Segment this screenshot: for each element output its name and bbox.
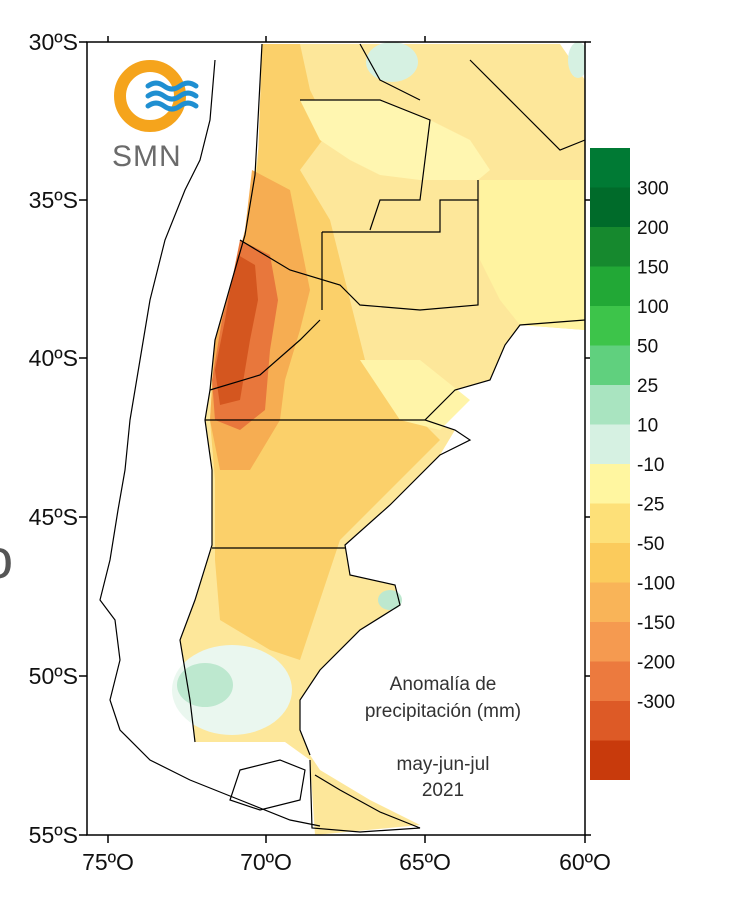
legend-label: -300 (637, 692, 675, 713)
cropped-edge-glyph: o (0, 527, 13, 590)
legend-swatch (590, 661, 630, 701)
legend-swatch (590, 424, 630, 464)
lon-tick-label: 60ºO (559, 849, 611, 875)
tierra-del-fuego (309, 759, 421, 833)
legend-swatch (590, 187, 630, 227)
province-border-4 (322, 199, 478, 233)
anomaly-zone-10-east (480, 180, 585, 330)
lon-tick-labels: 75ºO 70ºO 65ºO 60ºO (82, 849, 611, 875)
lat-tick-label: 40ºS (29, 345, 78, 371)
color-legend: 300 200 150 100 50 25 10 -10 -25 -50 -100 -150 -200 -… (590, 148, 675, 780)
lon-tick-label: 75ºO (82, 849, 134, 875)
chile-coastline (99, 59, 321, 827)
lon-tick-label: 70ºO (240, 849, 292, 875)
lat-tick-label: 50ºS (29, 663, 78, 689)
province-border-2 (239, 180, 479, 311)
legend-swatch (590, 464, 630, 504)
legend-label: -25 (637, 495, 664, 516)
anomaly-zone-positive-northeast (366, 42, 418, 82)
legend-swatch (590, 306, 630, 346)
province-border-9 (359, 43, 421, 101)
map-annotation: Anomalía de precipitación (mm) may-jun-j… (365, 674, 521, 801)
legend-label: 25 (637, 376, 658, 397)
legend-swatch (590, 148, 630, 188)
strait-islands (229, 759, 306, 811)
province-border-8 (469, 59, 586, 151)
anomaly-zone-positive-east (568, 42, 585, 78)
lat-tick-label: 55ºS (29, 822, 78, 848)
lat-tick-label: 30ºS (29, 29, 78, 55)
lon-axis (107, 36, 586, 843)
legend-swatch (590, 345, 630, 385)
legend-label: 300 (637, 179, 669, 200)
legend-label: 150 (637, 258, 669, 279)
legend-label: -100 (637, 574, 675, 595)
map-frame-border (86, 41, 586, 836)
anomaly-zone-300 (215, 255, 258, 405)
annotation-line1: Anomalía de (390, 674, 497, 695)
legend-swatch (590, 582, 630, 622)
legend-swatch (590, 385, 630, 425)
legend-swatch (590, 266, 630, 306)
legend-label: -50 (637, 534, 664, 555)
lat-tick-label: 45ºS (29, 504, 78, 530)
province-border-7 (300, 99, 431, 231)
legend-swatch (590, 503, 630, 543)
legend-swatch (590, 622, 630, 662)
annotation-year: 2021 (422, 780, 464, 801)
annotation-line2: precipitación (mm) (365, 701, 521, 722)
legend-swatch (590, 740, 630, 780)
boundaries (99, 43, 586, 833)
anomaly-zone-positive-gulf (378, 590, 402, 610)
lon-tick-label: 65ºO (399, 849, 451, 875)
andes-border (179, 43, 263, 743)
legend-label: -10 (637, 455, 664, 476)
legend-label: 50 (637, 337, 658, 358)
waves-icon (145, 80, 199, 112)
annotation-period: may-jun-jul (397, 754, 490, 775)
legend-label: -150 (637, 613, 675, 634)
legend-label: -200 (637, 653, 675, 674)
anomaly-zone-10-coast (360, 360, 470, 430)
province-border-1 (209, 319, 321, 391)
atlantic-coast (299, 319, 586, 756)
lat-tick-labels: 30ºS 35ºS 40ºS 45ºS 50ºS 55ºS (29, 29, 78, 848)
legend-label: 200 (637, 218, 669, 239)
smn-logo-text: SMN (112, 140, 182, 173)
legend-swatch (590, 543, 630, 583)
anomaly-zone-10-north (300, 100, 490, 180)
anomaly-zone-positive-south-core (177, 663, 233, 707)
legend-label: 100 (637, 297, 669, 318)
legend-swatch (590, 227, 630, 267)
map-content (172, 42, 585, 835)
lat-tick-label: 35ºS (29, 187, 78, 213)
smn-logo: SMN (112, 60, 199, 173)
legend-label: 10 (637, 416, 658, 437)
legend-swatch (590, 701, 630, 741)
